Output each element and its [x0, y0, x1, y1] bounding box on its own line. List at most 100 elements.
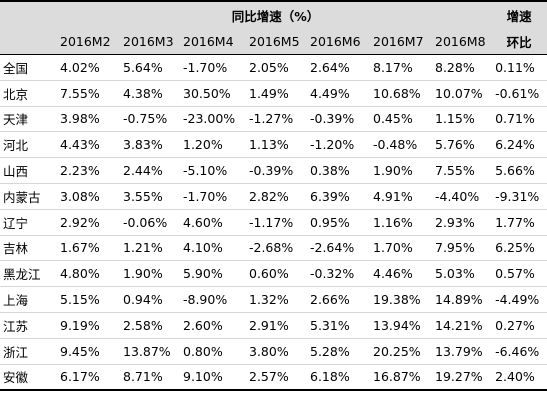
yoy-value-cell: 1.20% [179, 131, 245, 159]
mom-value-cell: 5.66% [491, 157, 547, 184]
yoy-value-cell: 10.07% [431, 80, 492, 107]
mom-value-cell: -4.49% [491, 286, 547, 313]
header-region-cell [0, 28, 56, 55]
region-cell: 吉林 [0, 235, 56, 262]
growth-rate-table: 同比增速（%） 增速 2016M2 2016M3 2016M4 2016M5 2… [0, 1, 547, 392]
mom-value-cell: 0.27% [491, 312, 547, 339]
region-cell: 黑龙江 [0, 260, 56, 288]
mom-value-cell: 0.57% [491, 260, 547, 288]
mom-value-cell: -0.61% [491, 80, 547, 107]
yoy-value-cell: -1.70% [179, 183, 245, 210]
yoy-value-cell: 19.38% [369, 286, 431, 313]
yoy-value-cell: 13.94% [369, 312, 431, 339]
yoy-value-cell: 2.05% [245, 54, 306, 81]
mom-value-cell: -9.31% [491, 183, 547, 210]
yoy-value-cell: 1.49% [245, 80, 306, 107]
yoy-value-cell: 6.17% [56, 364, 119, 392]
yoy-value-cell: 5.28% [306, 338, 369, 365]
yoy-value-cell: 7.55% [56, 80, 119, 107]
table-row: 安徽 6.17% 8.71% 9.10% 2.57% 6.18% 16.87% 19.27% 2… [0, 364, 547, 392]
yoy-value-cell: -0.39% [245, 157, 306, 184]
table-row: 全国 4.02% 5.64% -1.70% 2.05% 2.64% 8.17% 8.28% 0.… [0, 54, 547, 81]
region-cell: 山西 [0, 157, 56, 184]
yoy-value-cell: 5.31% [306, 312, 369, 339]
table-row: 天津 3.98% -0.75% -23.00% -1.27% -0.39% 0.45% 1.1… [0, 106, 547, 133]
region-cell: 辽宁 [0, 209, 56, 236]
yoy-value-cell: -23.00% [179, 106, 245, 133]
yoy-value-cell: 8.28% [431, 54, 492, 81]
region-cell: 内蒙古 [0, 183, 56, 210]
yoy-value-cell: 0.94% [119, 286, 179, 313]
yoy-value-cell: 3.83% [119, 131, 179, 159]
region-cell: 北京 [0, 80, 56, 107]
yoy-value-cell: 20.25% [369, 338, 431, 365]
table-row: 北京 7.55% 4.38% 30.50% 1.49% 4.49% 10.68% 10.07%… [0, 80, 547, 107]
region-cell: 上海 [0, 286, 56, 313]
yoy-value-cell: 9.10% [179, 364, 245, 392]
yoy-growth-group-title: 同比增速（%） [56, 1, 492, 28]
table-row: 江苏 9.19% 2.58% 2.60% 2.91% 5.31% 13.94% 14.21% 0… [0, 312, 547, 339]
yoy-value-cell: -1.70% [179, 54, 245, 81]
mom-title-line1: 增速 [491, 1, 547, 28]
yoy-value-cell: 8.71% [119, 364, 179, 392]
yoy-value-cell: 1.13% [245, 131, 306, 159]
yoy-value-cell: 1.15% [431, 106, 492, 133]
yoy-value-cell: 6.18% [306, 364, 369, 392]
yoy-value-cell: -1.20% [306, 131, 369, 159]
yoy-value-cell: 2.66% [306, 286, 369, 313]
yoy-value-cell: 5.15% [56, 286, 119, 313]
yoy-value-cell: 0.45% [369, 106, 431, 133]
yoy-value-cell: 16.87% [369, 364, 431, 392]
yoy-value-cell: 2.93% [431, 209, 492, 236]
yoy-value-cell: 4.80% [56, 260, 119, 288]
column-header-month: 2016M4 [179, 28, 245, 55]
yoy-value-cell: 2.82% [245, 183, 306, 210]
yoy-value-cell: 30.50% [179, 80, 245, 107]
yoy-value-cell: 4.91% [369, 183, 431, 210]
yoy-value-cell: 4.38% [119, 80, 179, 107]
yoy-value-cell: -2.64% [306, 235, 369, 262]
yoy-value-cell: 2.91% [245, 312, 306, 339]
table-body: 全国 4.02% 5.64% -1.70% 2.05% 2.64% 8.17% 8.28% 0.… [0, 54, 547, 392]
yoy-value-cell: 19.27% [431, 364, 492, 392]
yoy-value-cell: 0.95% [306, 209, 369, 236]
yoy-value-cell: 6.39% [306, 183, 369, 210]
yoy-value-cell: 5.90% [179, 260, 245, 288]
mom-value-cell: 0.11% [491, 54, 547, 81]
column-header-month: 2016M8 [431, 28, 492, 55]
yoy-value-cell: 2.60% [179, 312, 245, 339]
yoy-value-cell: 14.89% [431, 286, 492, 313]
yoy-value-cell: 1.70% [369, 235, 431, 262]
yoy-value-cell: 3.98% [56, 106, 119, 133]
yoy-value-cell: -8.90% [179, 286, 245, 313]
column-header-month: 2016M7 [369, 28, 431, 55]
mom-value-cell: 6.24% [491, 131, 547, 159]
yoy-value-cell: -1.17% [245, 209, 306, 236]
mom-value-cell: 0.71% [491, 106, 547, 133]
yoy-value-cell: 1.16% [369, 209, 431, 236]
region-cell: 浙江 [0, 338, 56, 365]
yoy-value-cell: 4.10% [179, 235, 245, 262]
yoy-value-cell: 7.95% [431, 235, 492, 262]
table-row: 浙江 9.45% 13.87% 0.80% 3.80% 5.28% 20.25% 13.79%… [0, 338, 547, 365]
yoy-value-cell: -0.75% [119, 106, 179, 133]
region-cell: 江苏 [0, 312, 56, 339]
yoy-value-cell: 5.64% [119, 54, 179, 81]
yoy-value-cell: -5.10% [179, 157, 245, 184]
yoy-value-cell: 0.60% [245, 260, 306, 288]
yoy-value-cell: 2.57% [245, 364, 306, 392]
yoy-value-cell: 2.58% [119, 312, 179, 339]
region-cell: 河北 [0, 131, 56, 159]
yoy-value-cell: 10.68% [369, 80, 431, 107]
yoy-value-cell: -0.32% [306, 260, 369, 288]
yoy-value-cell: -0.06% [119, 209, 179, 236]
yoy-value-cell: 2.64% [306, 54, 369, 81]
yoy-value-cell: 2.44% [119, 157, 179, 184]
header-row-group: 同比增速（%） 增速 [0, 1, 547, 28]
table-row: 吉林 1.67% 1.21% 4.10% -2.68% -2.64% 1.70% 7.95% 6… [0, 235, 547, 262]
yoy-value-cell: 7.55% [431, 157, 492, 184]
table-row: 内蒙古 3.08% 3.55% -1.70% 2.82% 6.39% 4.91% -4.40%… [0, 183, 547, 210]
yoy-value-cell: 5.76% [431, 131, 492, 159]
region-cell: 天津 [0, 106, 56, 133]
yoy-value-cell: -1.27% [245, 106, 306, 133]
